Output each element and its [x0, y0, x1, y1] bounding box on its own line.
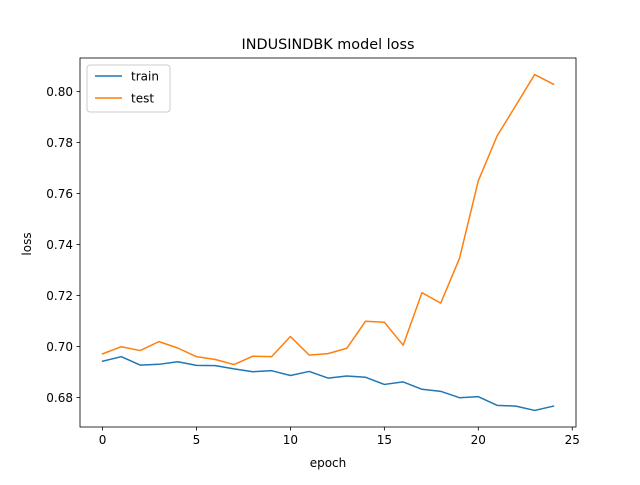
y-tick-label: 0.70 [46, 340, 73, 354]
x-axis-label: epoch [310, 456, 347, 470]
legend: train test [86, 64, 171, 113]
y-tick-label: 0.78 [46, 136, 73, 150]
axes: 0 5 10 15 20 25 0.68 0.70 0.72 0.74 0.76 0.78 0.80 [46, 57, 580, 447]
series-line-train [101, 355, 555, 412]
x-tick-label: 20 [471, 433, 486, 447]
x-tick-label: 25 [565, 433, 580, 447]
y-tick-label: 0.80 [46, 85, 73, 99]
y-tick-label: 0.68 [46, 391, 73, 405]
x-tick-label: 0 [99, 433, 107, 447]
y-axis-label: loss [20, 232, 34, 255]
plot-area [101, 73, 555, 412]
series-line-test [101, 73, 555, 366]
x-tick-label: 15 [377, 433, 392, 447]
axes-frame [79, 57, 577, 428]
x-tick-label: 10 [283, 433, 298, 447]
legend-label-train: train [131, 70, 159, 84]
y-tick-label: 0.72 [46, 289, 73, 303]
y-tick-label: 0.76 [46, 187, 73, 201]
x-tick-label: 5 [193, 433, 201, 447]
chart-title: INDUSINDBK model loss [242, 37, 415, 53]
legend-label-test: test [131, 92, 154, 106]
y-tick-label: 0.74 [46, 238, 73, 252]
